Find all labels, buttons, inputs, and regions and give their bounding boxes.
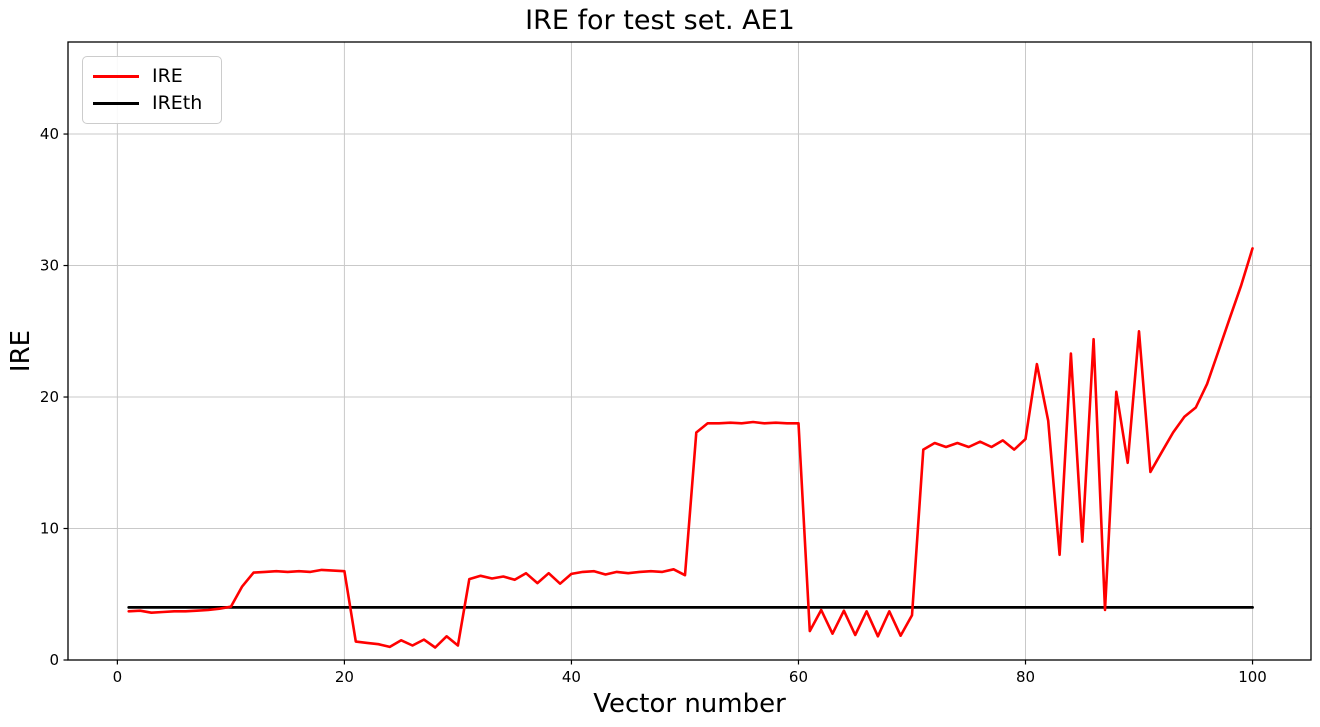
y-axis-label: IRE — [6, 329, 36, 373]
legend-label-ireth: IREth — [152, 92, 203, 114]
legend-item-ire: IRE — [93, 67, 211, 86]
x-tick-label: 100 — [1238, 668, 1267, 686]
plot-border — [67, 41, 1312, 661]
y-tick-label: 40 — [40, 125, 59, 143]
y-tick-label: 20 — [40, 388, 59, 406]
legend-line-sample-ireth — [93, 102, 139, 105]
y-tick-label: 0 — [49, 651, 59, 669]
legend-item-ireth: IREth — [93, 94, 211, 113]
x-tick-label: 40 — [562, 668, 581, 686]
x-tick-label: 20 — [335, 668, 354, 686]
legend-line-sample-ire — [93, 75, 139, 78]
x-tick-label: 60 — [789, 668, 808, 686]
y-tick-label: 10 — [40, 520, 59, 538]
y-tick-label: 30 — [40, 257, 59, 275]
chart-title: IRE for test set. AE1 — [525, 5, 795, 36]
legend-label-ire: IRE — [152, 65, 183, 87]
x-tick-label: 0 — [113, 668, 123, 686]
x-tick-label: 80 — [1016, 668, 1035, 686]
legend: IRE IREth — [82, 56, 222, 124]
ire-line — [127, 247, 1254, 649]
x-axis-label: Vector number — [593, 689, 786, 719]
